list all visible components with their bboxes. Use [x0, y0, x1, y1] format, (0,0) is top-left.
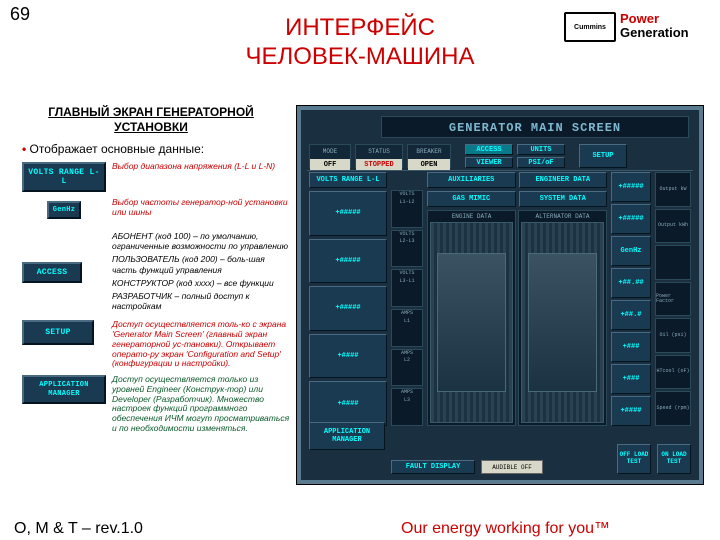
alt-graphic	[521, 222, 604, 423]
rg-kw: Output kW	[655, 172, 691, 207]
slide-title: ИНТЕРФЕЙС ЧЕЛОВЕК-МАШИНА	[0, 14, 720, 72]
hmi-main: VOLTS RANGE L-L +##### +##### +##### +##…	[309, 172, 691, 426]
psi-button[interactable]: PSI/oF	[517, 157, 565, 168]
access-hmi-button[interactable]: ACCESS	[465, 144, 513, 155]
g-l1l2: VOLTSL1-L2	[391, 190, 423, 228]
rg-spd: Speed (rpm)	[655, 391, 691, 426]
rg-kwh: Output kWh	[655, 209, 691, 244]
alt-panel: ALTERNATOR DATA	[518, 210, 607, 426]
lval-2[interactable]: +#####	[309, 239, 387, 284]
right-gauge-col: Output kW Output kWh Power Factor Oil (p…	[655, 172, 691, 426]
r6[interactable]: +###	[611, 332, 651, 362]
genhz-button[interactable]: GenHz	[47, 201, 82, 219]
g-l2l3: VOLTSL2-L3	[391, 230, 423, 268]
offload-button[interactable]: OFF LOAD TEST	[617, 444, 651, 474]
bullet-main: Отображает основные данные:	[22, 142, 204, 156]
left-gauge-col: VOLTSL1-L2 VOLTSL2-L3 VOLTSL3-L1 AMPSL1 …	[391, 172, 423, 426]
appmgr-desc: Доступ осуществляется только из уровней …	[106, 375, 290, 434]
r7[interactable]: +###	[611, 364, 651, 394]
r5[interactable]: +##.#	[611, 300, 651, 330]
viewer-button[interactable]: VIEWER	[465, 157, 513, 168]
lval-1[interactable]: +#####	[309, 191, 387, 236]
g-l3l1: VOLTSL3-L1	[391, 269, 423, 307]
units-button[interactable]: UNITS	[517, 144, 565, 155]
onload-button[interactable]: ON LOAD TEST	[657, 444, 691, 474]
left-column: VOLTS RANGE L-L Выбор диапазона напряжен…	[22, 162, 290, 440]
setup-button[interactable]: SETUP	[22, 320, 94, 345]
sysdata-button[interactable]: SYSTEM DATA	[519, 191, 608, 207]
rg-oil: Oil (psi)	[655, 318, 691, 353]
right-btn-col: +##### +##### GenHz +##.## +##.# +### +#…	[611, 172, 651, 426]
breaker-label: BREAKER	[408, 145, 450, 159]
lval-3[interactable]: +#####	[309, 286, 387, 331]
lval-4[interactable]: +####	[309, 334, 387, 379]
rg-ht: HTcool (oF)	[655, 355, 691, 390]
mid-col: AUXILIARIES ENGINEER DATA GAS MIMIC SYST…	[427, 172, 607, 426]
r3-genhz[interactable]: GenHz	[611, 236, 651, 266]
title-l1: ИНТЕРФЕЙС	[285, 14, 435, 41]
hmi-title: GENERATOR MAIN SCREEN	[381, 116, 689, 138]
left-button-col: VOLTS RANGE L-L +##### +##### +##### +##…	[309, 172, 387, 426]
footer-left: O, M & T – rev.1.0	[14, 520, 143, 538]
hmi-bottom: FAULT DISPLAY AUDIBLE OFF OFF LOAD TEST …	[309, 430, 691, 474]
access-p3: КОНСТРУКТОР (код xxxx) – все функции	[112, 278, 290, 288]
volts-range-hmi[interactable]: VOLTS RANGE L-L	[309, 172, 387, 188]
g-a1: AMPSL1	[391, 309, 423, 347]
appmgr-button[interactable]: APPLICATION MANAGER	[22, 375, 106, 404]
hmi-status-row: MODEOFF STATUSSTOPPED BREAKEROPEN ACCESS…	[309, 144, 691, 168]
gas-button[interactable]: GAS MIMIC	[427, 191, 516, 207]
r1[interactable]: +#####	[611, 172, 651, 202]
title-l2: ЧЕЛОВЕК-МАШИНА	[246, 43, 475, 70]
g-a3: AMPSL3	[391, 388, 423, 426]
hmi-screenshot: GENERATOR MAIN SCREEN MODEOFF STATUSSTOP…	[296, 105, 704, 485]
audible-off[interactable]: AUDIBLE OFF	[481, 460, 543, 474]
engine-label: ENGINE DATA	[430, 213, 513, 220]
footer-right: Our energy working for you™	[401, 520, 610, 538]
access-p4: РАЗРАБОТЧИК – полный доступ к настройкам	[112, 291, 290, 311]
slide: 69 Cummins Power Generation ИНТЕРФЕЙС ЧЕ…	[0, 0, 720, 540]
g-a2: AMPSL2	[391, 349, 423, 387]
r2[interactable]: +#####	[611, 204, 651, 234]
r4[interactable]: +##.##	[611, 268, 651, 298]
aux-button[interactable]: AUXILIARIES	[427, 172, 516, 188]
fault-button[interactable]: FAULT DISPLAY	[391, 460, 475, 474]
access-p2: ПОЛЬЗОВАТЕЛЬ (код 200) – боль-шая часть …	[112, 254, 290, 274]
volts-range-button[interactable]: VOLTS RANGE L-L	[22, 162, 106, 192]
access-p1: АБОНЕНТ (код 100) – по умолчанию, ограни…	[112, 231, 290, 251]
setup-desc: Доступ осуществляется толь-ко с экрана '…	[106, 320, 290, 369]
lval-5[interactable]: +####	[309, 381, 387, 426]
genhz-desc: Выбор частоты генератор-ной установки ил…	[106, 198, 290, 218]
rg-pf: Power Factor	[655, 282, 691, 317]
volts-desc: Выбор диапазона напряжения (L-L и L-N)	[106, 162, 290, 172]
access-button[interactable]: ACCESS	[22, 262, 82, 283]
r8[interactable]: +####	[611, 396, 651, 426]
section-heading: ГЛАВНЫЙ ЭКРАН ГЕНЕРАТОРНОЙ УСТАНОВКИ	[36, 105, 266, 135]
engdata-button[interactable]: ENGINEER DATA	[519, 172, 608, 188]
status-label: STATUS	[356, 145, 402, 159]
setup-hmi-button[interactable]: SETUP	[579, 144, 627, 168]
engine-graphic	[430, 222, 513, 423]
rg-blank	[655, 245, 691, 280]
engine-panel: ENGINE DATA	[427, 210, 516, 426]
mode-label: MODE	[310, 145, 350, 159]
access-desc: АБОНЕНТ (код 100) – по умолчанию, ограни…	[106, 231, 290, 314]
alt-label: ALTERNATOR DATA	[521, 213, 604, 220]
